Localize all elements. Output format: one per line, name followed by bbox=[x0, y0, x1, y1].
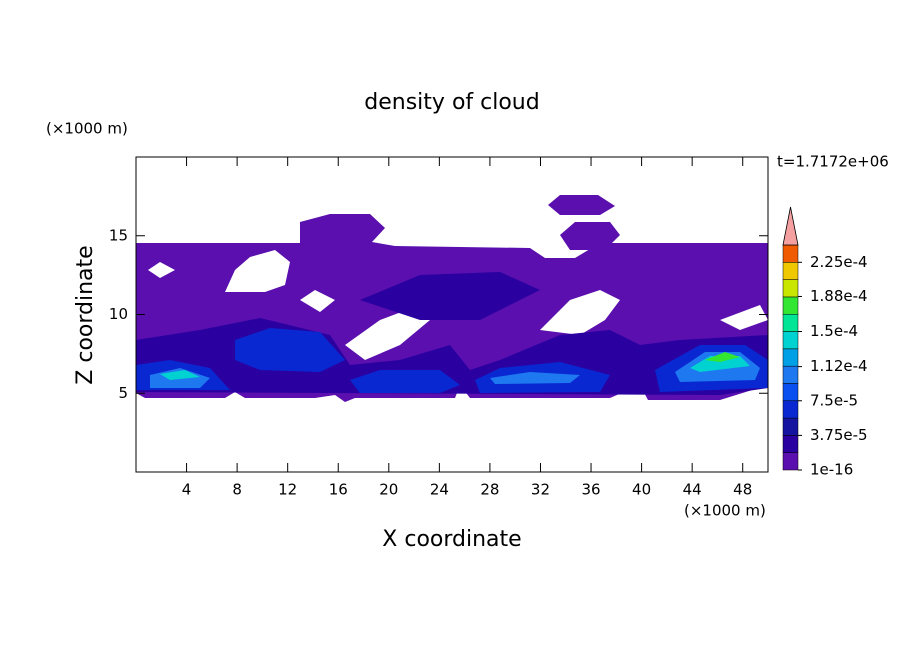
x-tick-label: 16 bbox=[329, 481, 348, 499]
x-tick-label: 40 bbox=[632, 481, 651, 499]
colorbar-box bbox=[782, 348, 799, 367]
x-label: X coordinate bbox=[382, 527, 521, 552]
x-tick-label: 4 bbox=[182, 481, 192, 499]
colorbar-box bbox=[782, 296, 799, 315]
y-unit: (×1000 m) bbox=[46, 120, 128, 138]
y-tick-label: 10 bbox=[109, 305, 128, 323]
colorbar-box bbox=[782, 417, 799, 436]
colorbar-box bbox=[782, 244, 799, 263]
colorbar-label: 3.75e-5 bbox=[810, 426, 868, 444]
time-label: t=1.7172e+06 bbox=[777, 153, 889, 171]
colorbar-box bbox=[782, 331, 799, 350]
colorbar-box bbox=[782, 313, 799, 332]
chart-title: density of cloud bbox=[364, 90, 539, 115]
colorbar-label: 2.25e-4 bbox=[810, 253, 868, 271]
colorbar-box bbox=[782, 452, 799, 471]
contour-field bbox=[136, 195, 768, 402]
colorbar-label: 1.88e-4 bbox=[810, 287, 868, 305]
x-tick-label: 36 bbox=[581, 481, 600, 499]
colorbar-box bbox=[782, 279, 799, 298]
colorbar-extend bbox=[782, 206, 799, 246]
colorbar-box bbox=[782, 435, 799, 453]
colorbar-label: 1e-16 bbox=[810, 461, 853, 479]
y-tick-label: 5 bbox=[118, 384, 128, 402]
colorbar-label: 7.5e-5 bbox=[810, 391, 858, 409]
x-tick-label: 32 bbox=[531, 481, 550, 499]
colorbar-box bbox=[782, 383, 799, 402]
x-tick-label: 28 bbox=[480, 481, 499, 499]
x-tick-label: 44 bbox=[683, 481, 702, 499]
y-label: Z coordinate bbox=[73, 245, 98, 384]
y-tick-label: 15 bbox=[109, 226, 128, 244]
colorbar-box bbox=[782, 262, 799, 280]
x-tick-label: 8 bbox=[232, 481, 242, 499]
colorbar-label: 1.5e-4 bbox=[810, 322, 858, 340]
colorbar-box bbox=[782, 365, 799, 384]
x-tick-label: 48 bbox=[733, 481, 752, 499]
x-tick-label: 24 bbox=[430, 481, 449, 499]
x-tick-label: 20 bbox=[379, 481, 398, 499]
colorbar-box bbox=[782, 400, 799, 419]
colorbar-label: 1.12e-4 bbox=[810, 357, 868, 375]
x-unit: (×1000 m) bbox=[684, 502, 766, 520]
x-tick-label: 12 bbox=[278, 481, 297, 499]
